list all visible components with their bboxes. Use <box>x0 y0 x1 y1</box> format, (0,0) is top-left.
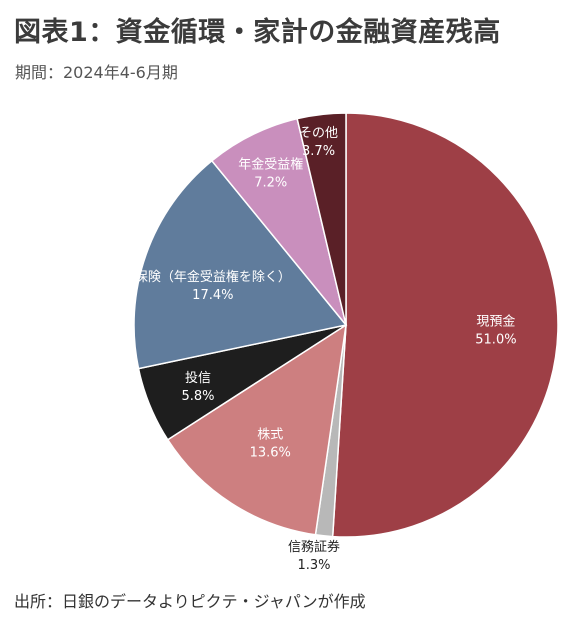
slice-value-label: 5.8% <box>181 389 214 404</box>
pie-labels: 現預金 51.0% 信務証券 1.3% 株式 13.6% 投信 5.8% 保険（年金受益権を除く… <box>135 126 517 573</box>
pie-slices <box>133 112 559 538</box>
slice-value-label: 1.3% <box>297 558 330 573</box>
slice-value-label: 17.4% <box>192 288 233 303</box>
chart-subtitle: 期間：2024年4-6月期 <box>15 63 178 82</box>
slice-value-label: 7.2% <box>254 176 287 191</box>
pie-slice <box>296 112 347 326</box>
slice-label: 保険（年金受益権を除く） <box>135 269 291 285</box>
pie-slice <box>166 323 347 536</box>
chart-title: 図表1：資金循環・家計の金融資産残高 <box>14 17 501 48</box>
slice-value-label: 13.6% <box>250 446 291 461</box>
slice-value-label: 51.0% <box>475 333 516 348</box>
slice-label: 投信 <box>185 370 211 386</box>
slice-label: 信務証券 <box>288 539 340 555</box>
slice-label: 年金受益権 <box>238 157 303 173</box>
slice-value-label: 3.7% <box>302 144 335 159</box>
pie-slice <box>331 112 559 538</box>
slice-label: 株式 <box>257 428 283 443</box>
source-note: 出所：日銀のデータよりピクテ・ジャパンが作成 <box>14 592 366 611</box>
slice-label: その他 <box>299 126 338 141</box>
pie-slice <box>133 159 348 370</box>
slice-label: 現預金 <box>476 314 515 330</box>
